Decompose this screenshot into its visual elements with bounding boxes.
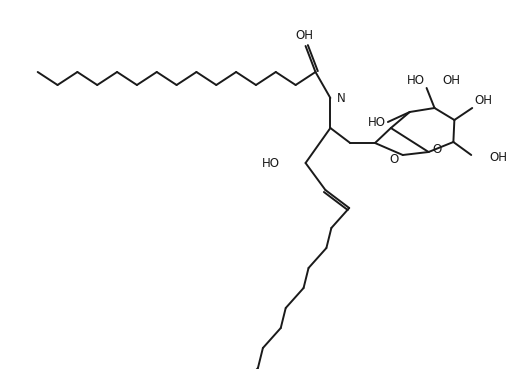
Text: HO: HO [368,115,386,128]
Text: O: O [432,142,442,155]
Text: HO: HO [262,156,280,169]
Text: O: O [389,152,399,166]
Text: OH: OH [474,93,492,107]
Text: OH: OH [295,28,314,41]
Text: N: N [337,92,346,104]
Text: OH: OH [443,73,460,86]
Text: HO: HO [407,73,425,86]
Text: OH: OH [489,151,507,163]
